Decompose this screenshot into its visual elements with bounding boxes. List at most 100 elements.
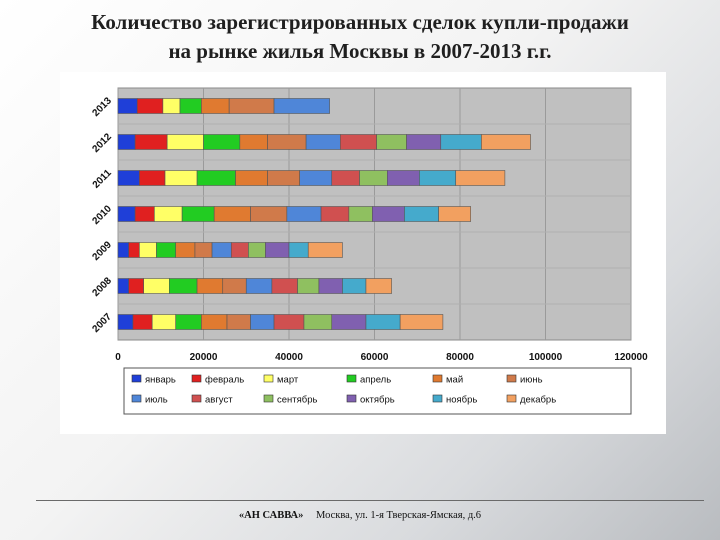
bar-segment-2010-10 xyxy=(404,206,439,222)
bar-segment-2007-8 xyxy=(303,314,333,330)
legend-swatch-9 xyxy=(346,394,357,403)
bar-segment-2008-7 xyxy=(271,278,298,294)
legend-swatch-0 xyxy=(131,374,142,383)
bar-segment-2012-3 xyxy=(203,134,241,150)
y-tick-label-2009: 2009 xyxy=(90,239,114,263)
legend-label-10: ноябрь xyxy=(446,395,477,406)
bar-segment-2008-11 xyxy=(365,278,392,294)
legend-label-6: июль xyxy=(145,395,168,406)
legend-swatch-11 xyxy=(506,394,517,403)
bar-segment-2011-11 xyxy=(455,170,506,186)
bar-segment-2007-11 xyxy=(399,314,444,330)
legend-swatch-7 xyxy=(191,394,202,403)
bar-segment-2011-10 xyxy=(419,170,457,186)
bar-segment-2013-1 xyxy=(136,98,164,114)
legend-label-1: февраль xyxy=(205,375,244,386)
bar-segment-2008-2 xyxy=(143,278,170,294)
legend-label-3: апрель xyxy=(360,375,391,386)
bar-segment-2009-7 xyxy=(230,242,249,258)
legend-swatch-6 xyxy=(131,394,142,403)
y-tick-label-2013: 2013 xyxy=(90,95,114,119)
bar-segment-2009-4 xyxy=(175,242,196,258)
bar-segment-2008-0 xyxy=(117,278,129,294)
bar-segment-2011-4 xyxy=(235,170,268,186)
legend-swatch-5 xyxy=(506,374,517,383)
bar-segment-2013-5 xyxy=(228,98,275,114)
x-tick-label: 40000 xyxy=(275,352,303,363)
bar-segment-2010-0 xyxy=(117,206,136,222)
bar-segment-2009-10 xyxy=(288,242,309,258)
bar-segment-2008-6 xyxy=(245,278,273,294)
legend-swatch-4 xyxy=(432,374,443,383)
legend-label-7: август xyxy=(205,395,233,406)
footer: «АН САВВА» Москва, ул. 1-я Тверская-Ямск… xyxy=(0,510,720,521)
gridlines xyxy=(117,88,632,340)
y-tick-labels: 2007 2008 2009 2010 2011 2012 2013 xyxy=(90,95,114,335)
legend: январь февраль март апрель май июнь июль август… xyxy=(131,374,556,406)
bar-segment-2013-2 xyxy=(162,98,181,114)
bar-segment-2008-3 xyxy=(169,278,198,294)
bar-segment-2008-8 xyxy=(297,278,320,294)
y-tick-label-2007: 2007 xyxy=(90,311,114,335)
y-tick-label-2008: 2008 xyxy=(90,275,114,299)
bar-segment-2012-9 xyxy=(406,134,442,150)
bar-segment-2011-7 xyxy=(331,170,360,186)
bar-segment-2010-6 xyxy=(286,206,322,222)
bar-segment-2007-0 xyxy=(117,314,134,330)
footer-divider xyxy=(36,500,704,501)
bar-segment-2011-5 xyxy=(267,170,300,186)
legend-label-4: май xyxy=(446,375,463,386)
bar-segment-2010-3 xyxy=(181,206,215,222)
legend-label-11: декабрь xyxy=(520,395,556,406)
x-tick-label: 0 xyxy=(115,352,121,363)
bar-segment-2009-9 xyxy=(265,242,290,258)
bar-segment-2012-0 xyxy=(117,134,136,150)
legend-label-0: январь xyxy=(145,375,176,386)
bar-segment-2013-0 xyxy=(117,98,138,114)
bar-segment-2007-3 xyxy=(175,314,202,330)
bar-segment-2011-1 xyxy=(139,170,166,186)
slide-title: Количество зарегистрированных сделок куп… xyxy=(0,8,720,66)
x-tick-label: 80000 xyxy=(446,352,474,363)
footer-address: Москва, ул. 1-я Тверская-Ямская, д.6 xyxy=(316,510,482,521)
bar-segment-2012-6 xyxy=(305,134,341,150)
x-tick-label: 120000 xyxy=(614,352,648,363)
x-tick-label: 60000 xyxy=(361,352,389,363)
x-tick-label: 100000 xyxy=(529,352,563,363)
bar-segment-2012-2 xyxy=(166,134,204,150)
slide-title-line-1: Количество зарегистрированных сделок куп… xyxy=(91,10,629,34)
bar-segment-2008-1 xyxy=(128,278,144,294)
bar-segment-2012-10 xyxy=(440,134,482,150)
y-tick-label-2012: 2012 xyxy=(90,131,114,155)
bar-segment-2007-10 xyxy=(365,314,401,330)
bar-segment-2010-2 xyxy=(154,206,183,222)
legend-swatch-8 xyxy=(263,394,274,403)
y-tick-label-2011: 2011 xyxy=(91,167,114,190)
bar-segment-2008-9 xyxy=(318,278,343,294)
stacked-bar-chart: 2007 2008 2009 2010 2011 2012 2013 0 20000 40000… xyxy=(90,87,648,415)
bar-segment-2009-0 xyxy=(117,242,129,258)
legend-label-9: октябрь xyxy=(360,395,395,406)
bar-segment-2007-6 xyxy=(250,314,275,330)
y-tick-label-2010: 2010 xyxy=(90,203,114,227)
bar-segment-2012-4 xyxy=(239,134,268,150)
bar-segment-2009-1 xyxy=(128,242,140,258)
x-tick-labels: 0 20000 40000 60000 80000 100000 120000 xyxy=(115,352,648,363)
bar-segment-2007-7 xyxy=(273,314,305,330)
bar-segment-2012-8 xyxy=(376,134,407,150)
bar-segment-2010-7 xyxy=(320,206,350,222)
legend-swatch-2 xyxy=(263,374,274,383)
bar-segment-2011-6 xyxy=(299,170,333,186)
bar-segment-2007-1 xyxy=(132,314,153,330)
bar-segment-2012-5 xyxy=(267,134,307,150)
chart-panel: 2007 2008 2009 2010 2011 2012 2013 0 20000 40000… xyxy=(60,72,666,434)
bar-segment-2011-8 xyxy=(359,170,388,186)
legend-label-5: июнь xyxy=(520,375,543,386)
legend-label-2: март xyxy=(277,375,299,386)
bar-segment-2010-9 xyxy=(372,206,405,222)
bar-segment-2009-11 xyxy=(307,242,343,258)
bar-segment-2007-5 xyxy=(226,314,251,330)
bar-segment-2012-7 xyxy=(339,134,377,150)
x-tick-label: 20000 xyxy=(190,352,218,363)
bars xyxy=(117,98,531,330)
